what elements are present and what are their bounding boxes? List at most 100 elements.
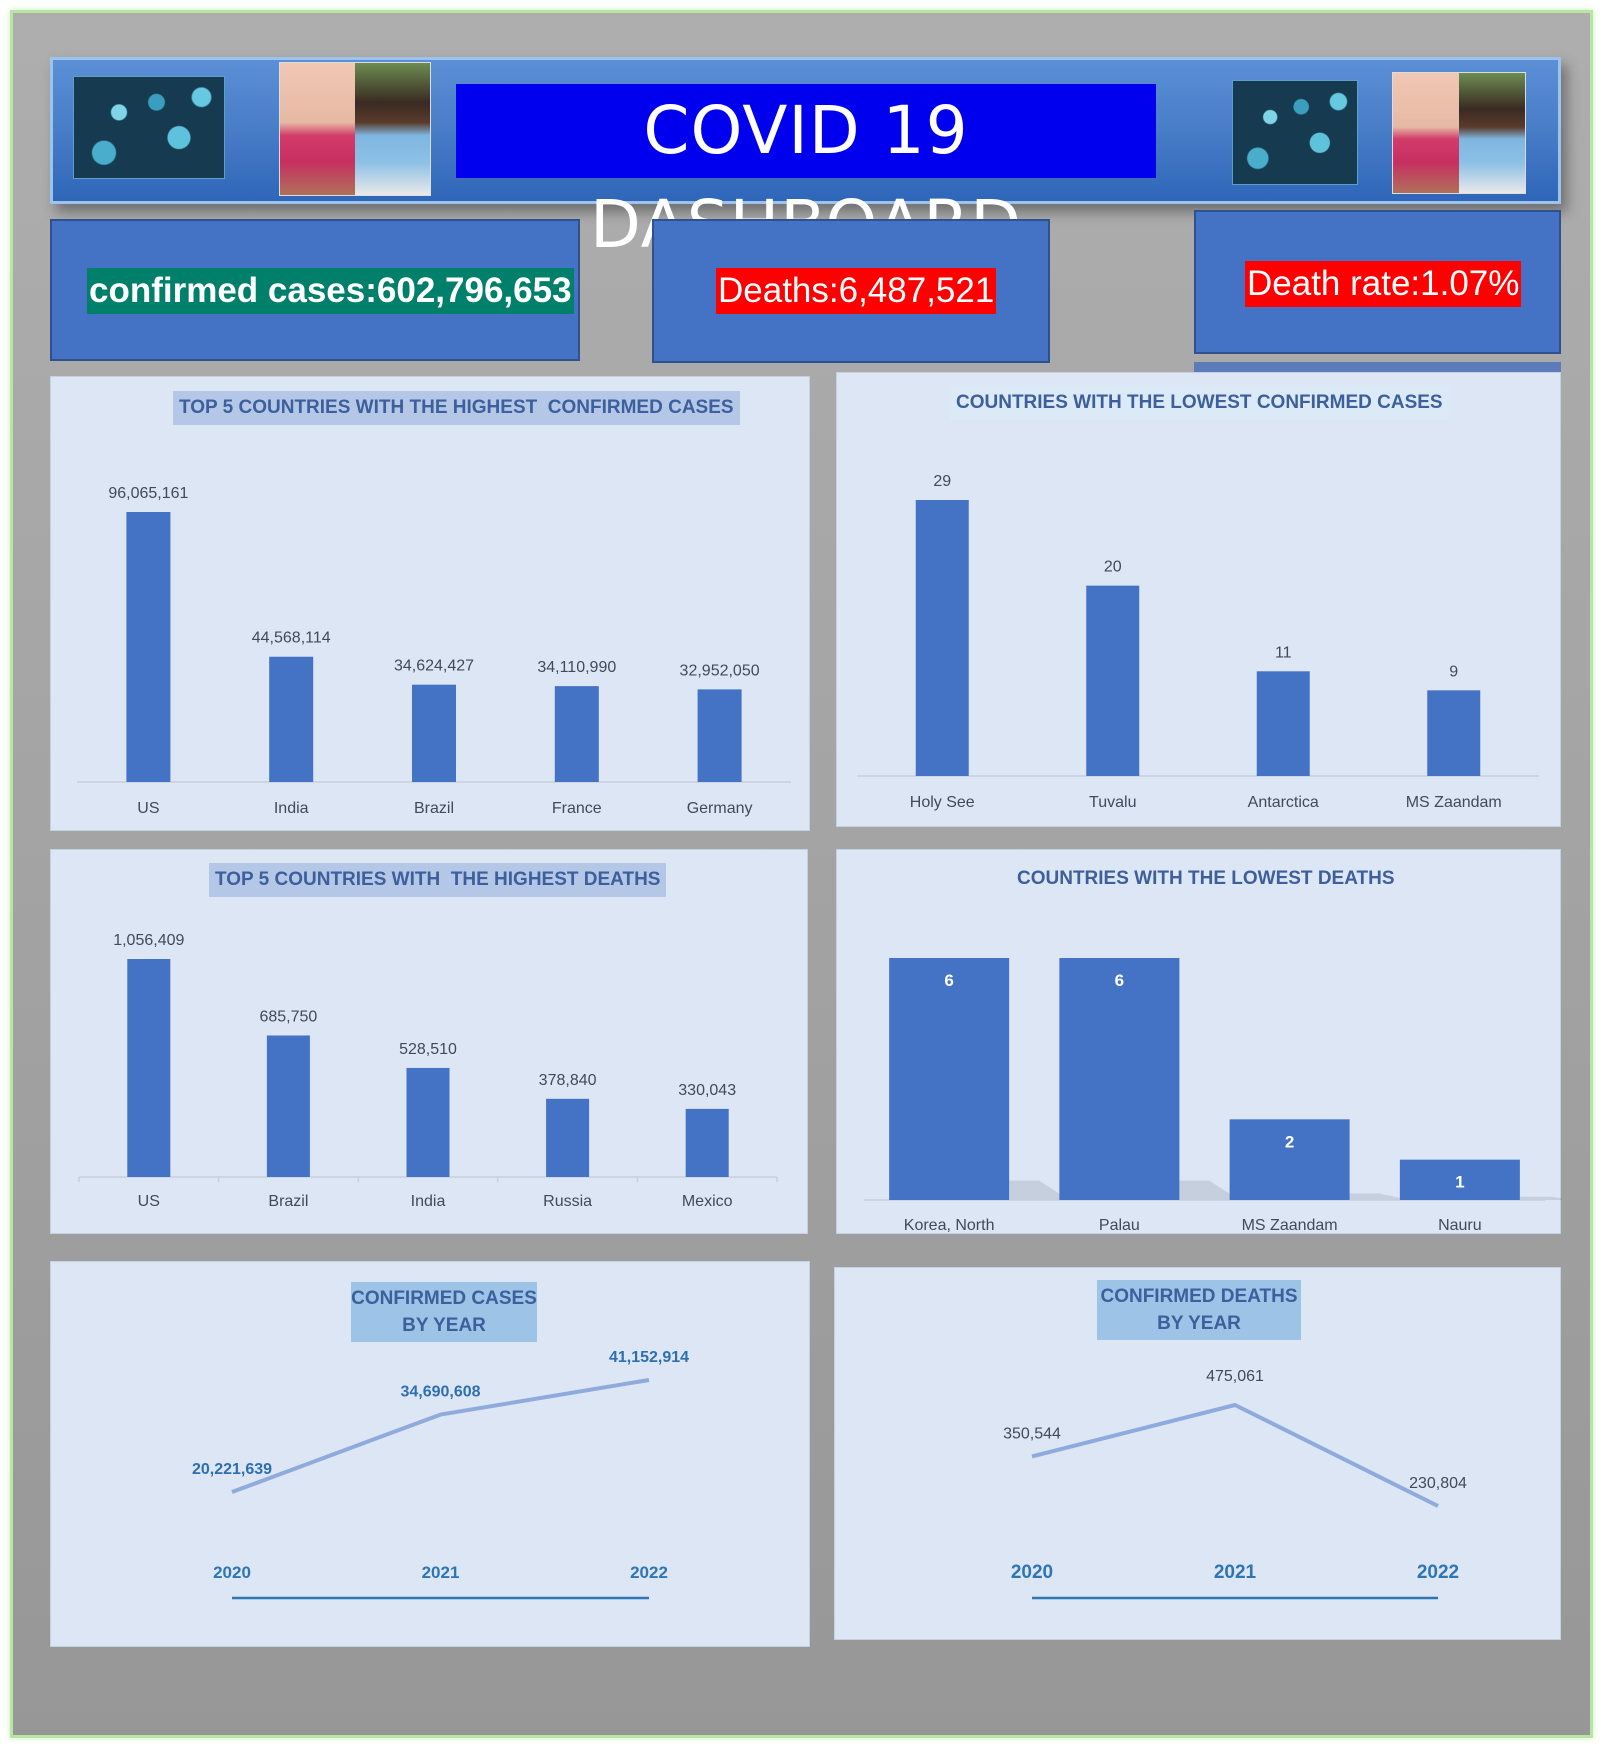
x-tick-label: 2020 — [1011, 1562, 1053, 1583]
category-label: MS Zaandam — [1242, 1217, 1338, 1234]
chart-top-confirmed: 96,065,161 US 44,568,114 India 34,624,427 Bra… — [77, 485, 791, 817]
category-label: Tuvalu — [1089, 794, 1136, 811]
bar — [554, 686, 599, 782]
data-label: 1 — [1455, 1173, 1464, 1192]
chart-title-top-deaths: TOP 5 COUNTRIES WITH THE HIGHEST DEATHS — [209, 863, 667, 897]
bar — [266, 1035, 310, 1177]
bar-shadow — [1179, 1180, 1240, 1200]
x-tick-label: 2021 — [422, 1563, 460, 1582]
data-label: 1,056,409 — [113, 932, 184, 949]
chart-deaths-by-year: 350,544 2020 475,061 2021 230,804 2022 — [1003, 1368, 1467, 1600]
chart-title-deaths-by-year: CONFIRMED DEATHS BY YEAR — [1097, 1280, 1301, 1340]
bar-shadow — [1349, 1193, 1410, 1200]
panel-lowest-deaths: COUNTRIES WITH THE LOWEST DEATHS 6 Korea,… — [836, 849, 1562, 1234]
data-label: 44,568,114 — [252, 630, 331, 647]
category-label: Nauru — [1438, 1217, 1482, 1234]
kpi-death-rate-label: Death rate:1.07% — [1245, 261, 1522, 307]
bar — [1229, 1119, 1350, 1200]
category-label: US — [137, 800, 159, 817]
data-label: 528,510 — [399, 1041, 457, 1058]
kpi-deaths-label: Deaths:6,487,521 — [716, 268, 997, 314]
chart-lowest-confirmed: 29 Holy See 20 Tuvalu 11 Antarctica 9 MS Zaanda… — [857, 473, 1539, 811]
x-tick-label: 2021 — [1214, 1562, 1257, 1583]
category-label: Palau — [1099, 1217, 1140, 1234]
category-label: India — [274, 800, 309, 817]
data-label: 9 — [1449, 663, 1458, 680]
category-label: MS Zaandam — [1406, 794, 1502, 811]
category-label: Korea, North — [904, 1217, 995, 1234]
chart-cases-by-year: 20,221,639 2020 34,690,608 2021 41,152,914 20… — [192, 1349, 689, 1600]
category-label: Holy See — [910, 794, 975, 811]
data-label: 41,152,914 — [609, 1349, 689, 1366]
data-label: 685,750 — [259, 1008, 317, 1025]
data-label: 20 — [1104, 559, 1122, 576]
kpi-card-shadow-strip — [1194, 362, 1561, 372]
x-tick-label: 2022 — [630, 1563, 668, 1582]
data-label: 378,840 — [539, 1072, 597, 1089]
panel-deaths-by-year: CONFIRMED DEATHS BY YEAR 350,544 2020 475,… — [834, 1267, 1561, 1640]
bar — [127, 959, 171, 1177]
bar — [126, 512, 171, 782]
bar — [546, 1098, 590, 1177]
chart-lowest-deaths: 6 Korea, North 6 Palau 2 MS Zaandam 1 Nauru — [864, 958, 1562, 1234]
kpi-confirmed-label: confirmed cases:602,796,653 — [87, 268, 574, 314]
virus-image — [1232, 80, 1358, 185]
category-label: Russia — [543, 1193, 592, 1210]
bar — [1256, 671, 1310, 776]
category-label: India — [411, 1193, 446, 1210]
bar — [412, 684, 456, 782]
bar — [1399, 1159, 1520, 1200]
category-label: Mexico — [682, 1193, 733, 1210]
x-tick-label: 2022 — [1417, 1562, 1459, 1583]
data-label: 96,065,161 — [108, 485, 188, 502]
bar — [685, 1108, 729, 1177]
category-label: US — [138, 1193, 160, 1210]
chart-title-line-1: CONFIRMED CASES — [351, 1288, 537, 1309]
chart-title-lowest-deaths: COUNTRIES WITH THE LOWEST DEATHS — [1017, 868, 1395, 889]
category-label: Brazil — [268, 1193, 308, 1210]
page-title: COVID 19 DASHBOARD — [456, 84, 1156, 263]
bar — [915, 500, 969, 776]
data-label: 6 — [944, 971, 953, 990]
chart-title-cases-by-year: CONFIRMED CASES BY YEAR — [351, 1282, 537, 1342]
masked-people-image — [1392, 72, 1526, 194]
data-label: 350,544 — [1003, 1425, 1061, 1442]
virus-image — [73, 76, 225, 179]
masked-people-image — [279, 62, 431, 196]
bar — [1059, 958, 1180, 1200]
chart-title-line-2: BY YEAR — [402, 1315, 486, 1336]
panel-cases-by-year: CONFIRMED CASES BY YEAR 20,221,639 2020 34… — [50, 1261, 810, 1647]
category-label: Brazil — [414, 800, 454, 817]
data-label: 34,624,427 — [394, 658, 474, 675]
data-label: 29 — [933, 473, 951, 490]
data-label: 32,952,050 — [680, 662, 760, 679]
data-label: 475,061 — [1206, 1368, 1264, 1385]
series-line — [231, 1378, 650, 1494]
bar — [1427, 690, 1481, 776]
panel-top-deaths: TOP 5 COUNTRIES WITH THE HIGHEST DEATHS … — [50, 849, 808, 1234]
bar — [406, 1067, 450, 1177]
category-label: France — [552, 800, 602, 817]
data-label: 20,221,639 — [192, 1461, 272, 1478]
bar-shadow — [1519, 1196, 1562, 1200]
chart-title-line-2: BY YEAR — [1157, 1313, 1241, 1334]
panel-top-confirmed: TOP 5 COUNTRIES WITH THE HIGHEST CONFIRM… — [50, 376, 810, 831]
panel-lowest-confirmed: COUNTRIES WITH THE LOWEST CONFIRMED CASE… — [836, 372, 1561, 827]
bar — [697, 689, 742, 782]
bar — [1086, 585, 1140, 776]
category-label: Antarctica — [1248, 794, 1319, 811]
x-tick-label: 2020 — [213, 1563, 251, 1582]
data-label: 34,110,990 — [537, 659, 616, 676]
bar-shadow — [1009, 1180, 1070, 1200]
data-label: 34,690,608 — [400, 1384, 480, 1401]
chart-title-top-confirmed: TOP 5 COUNTRIES WITH THE HIGHEST CONFIRM… — [173, 391, 740, 425]
category-label: Germany — [687, 800, 753, 817]
chart-title-line-1: CONFIRMED DEATHS — [1100, 1286, 1298, 1307]
data-label: 330,043 — [678, 1082, 736, 1099]
chart-title-lowest-confirmed: COUNTRIES WITH THE LOWEST CONFIRMED CASE… — [950, 386, 1449, 420]
data-label: 11 — [1275, 644, 1292, 661]
chart-top-deaths: 1,056,409 US 685,750 Brazil 528,510 India 378,… — [78, 932, 778, 1210]
series-line — [1031, 1403, 1439, 1508]
bar — [889, 958, 1010, 1200]
data-label: 6 — [1115, 971, 1124, 990]
